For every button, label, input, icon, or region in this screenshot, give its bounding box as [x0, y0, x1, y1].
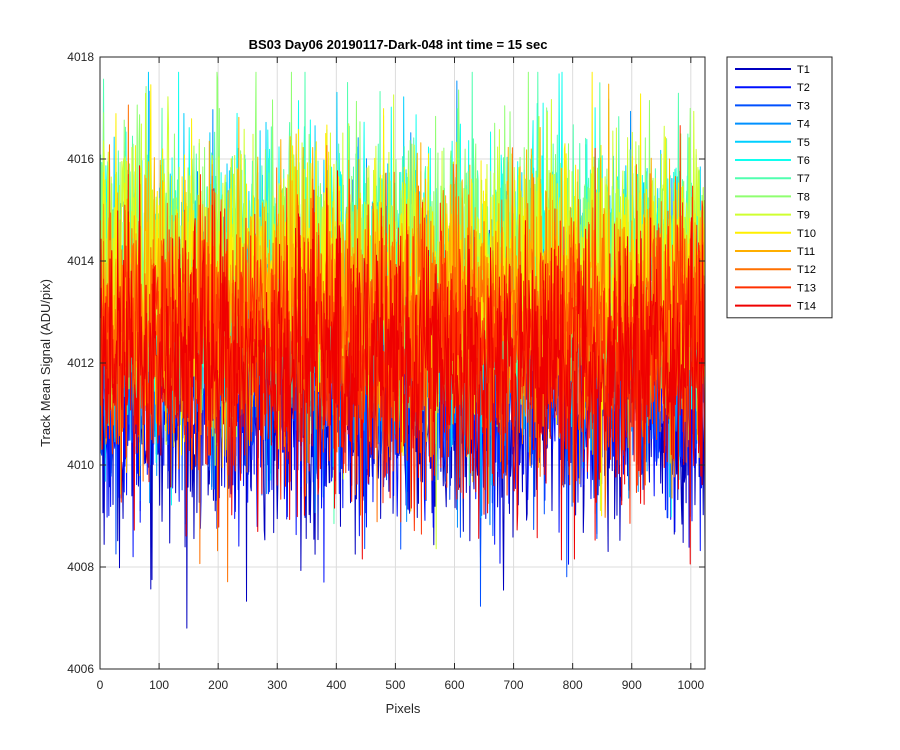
legend-label-t8: T8	[797, 191, 810, 203]
x-tick-label: 800	[563, 678, 583, 692]
y-tick-label: 4018	[67, 50, 94, 64]
x-tick-label: 0	[97, 678, 104, 692]
legend-box	[726, 56, 833, 319]
series-line-t14	[100, 165, 705, 565]
legend-label-t13: T13	[797, 282, 816, 294]
x-tick-label: 1000	[677, 678, 704, 692]
legend-label-t11: T11	[797, 246, 815, 258]
y-tick-label: 4016	[67, 152, 94, 166]
y-tick-label: 4006	[67, 662, 94, 676]
legend-label-t7: T7	[797, 173, 810, 185]
legend-label-t5: T5	[797, 137, 810, 149]
x-tick-label: 400	[326, 678, 346, 692]
legend: T1 T2 T3 T4 T5 T6 T7 T8 T9 T10 T11 T12 T13 T14	[726, 56, 833, 319]
y-tick-label: 4012	[67, 356, 94, 370]
legend-label-t10: T10	[797, 228, 816, 240]
y-tick-label: 4010	[67, 458, 94, 472]
x-tick-label: 700	[504, 678, 524, 692]
series-lines	[100, 71, 705, 629]
legend-label-t6: T6	[797, 155, 810, 167]
chart-title: BS03 Day06 20190117-Dark-048 int time = …	[249, 37, 548, 52]
axis-ticks: 0 100 200 300 400 500 600 700 800 900 1000 4006 4008…	[67, 50, 705, 692]
legend-label-t14: T14	[797, 301, 816, 313]
x-tick-label: 300	[267, 678, 287, 692]
x-tick-label: 500	[385, 678, 405, 692]
x-tick-label: 200	[208, 678, 228, 692]
x-axis-label: Pixels	[386, 701, 421, 716]
legend-label-t2: T2	[797, 82, 810, 94]
legend-label-t1: T1	[797, 64, 810, 76]
y-axis-label: Track Mean Signal (ADU/pix)	[38, 279, 53, 447]
legend-label-t9: T9	[797, 210, 810, 222]
x-tick-label: 900	[622, 678, 642, 692]
legend-label-t3: T3	[797, 100, 810, 112]
x-tick-label: 600	[444, 678, 464, 692]
y-tick-label: 4014	[67, 254, 94, 268]
legend-label-t4: T4	[797, 119, 810, 131]
y-tick-label: 4008	[67, 560, 94, 574]
legend-label-t12: T12	[797, 264, 816, 276]
x-tick-label: 100	[149, 678, 169, 692]
